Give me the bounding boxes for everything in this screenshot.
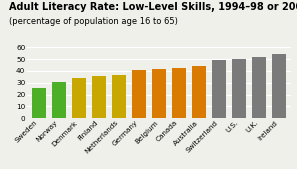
Bar: [132, 70, 146, 118]
Bar: [212, 60, 226, 118]
Bar: [91, 76, 106, 118]
Bar: [252, 57, 266, 118]
Bar: [31, 88, 46, 118]
Bar: [272, 54, 286, 118]
Bar: [112, 75, 126, 118]
Bar: [152, 69, 166, 118]
Bar: [172, 68, 186, 118]
Text: Adult Literacy Rate: Low-Level Skills, 1994–98 or 2003: Adult Literacy Rate: Low-Level Skills, 1…: [9, 2, 297, 12]
Bar: [192, 66, 206, 118]
Bar: [232, 59, 246, 118]
Text: (percentage of population age 16 to 65): (percentage of population age 16 to 65): [9, 17, 178, 26]
Bar: [72, 78, 86, 118]
Bar: [52, 82, 66, 118]
